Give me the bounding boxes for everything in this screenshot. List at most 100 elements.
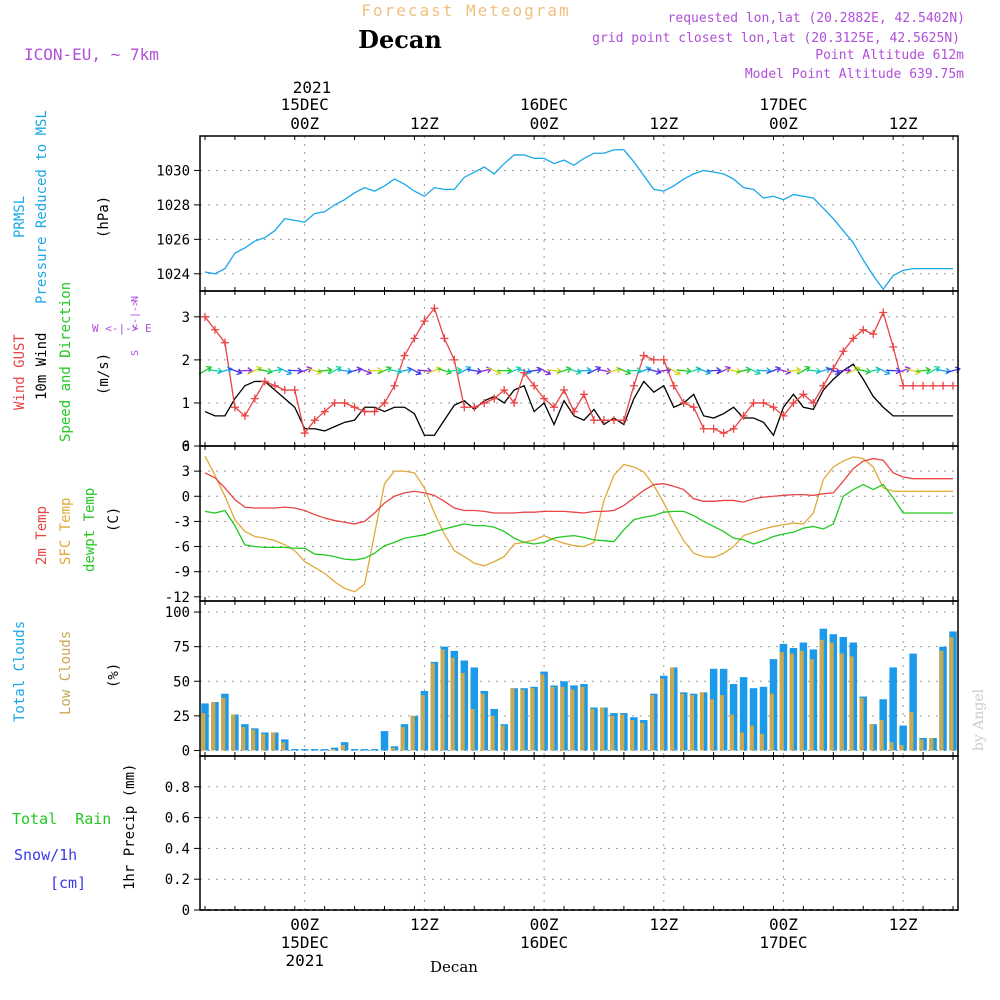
gust-marker xyxy=(220,338,229,347)
gust-marker xyxy=(250,394,259,403)
low-cloud-bar xyxy=(749,725,754,751)
snow-label: Snow/1h xyxy=(14,846,77,864)
low-cloud-bar xyxy=(550,686,555,751)
y-tick-label: 3 xyxy=(182,310,190,326)
gust-marker xyxy=(570,407,579,416)
low-cloud-bar xyxy=(530,688,535,751)
total-cloud-bar xyxy=(370,749,379,751)
gust-marker xyxy=(480,398,489,407)
low-cloud-bar xyxy=(281,742,286,751)
wind-arrow xyxy=(846,366,861,375)
low-cloud-bar xyxy=(410,715,415,751)
wind-arrow xyxy=(696,367,712,376)
low-cloud-bar xyxy=(739,732,744,751)
gust-marker xyxy=(649,355,658,364)
low-cloud-bar xyxy=(610,715,615,751)
gust-marker xyxy=(839,347,848,356)
gust-marker xyxy=(689,403,698,412)
low-cloud-bar xyxy=(689,695,695,751)
wind-arrow xyxy=(317,366,333,374)
wind-arrow-shape xyxy=(567,367,582,376)
footer-location: Decan xyxy=(430,958,478,976)
low-cloud-bar xyxy=(261,733,266,751)
temp-sfc-label: SFC Temp xyxy=(58,498,74,565)
panel-frame xyxy=(199,135,959,292)
wind-arrow-shape xyxy=(347,366,363,374)
wind-arrow-shape xyxy=(317,366,333,374)
wind-arrow-shape xyxy=(477,366,493,374)
wind-arrow-shape xyxy=(916,366,932,374)
gust-marker xyxy=(440,334,449,343)
low-cloud-bar xyxy=(540,674,545,751)
total-cloud-bar xyxy=(330,747,339,751)
cloud-unit-label: (%) xyxy=(106,663,122,688)
low-cloud-bar xyxy=(560,686,565,751)
y-tick-label: 1028 xyxy=(156,198,190,214)
y-tick-label: 50 xyxy=(173,674,190,690)
wind-dir-label: Speed and Direction xyxy=(58,282,74,442)
wind-arrow xyxy=(537,366,552,376)
y-tick-label: 3 xyxy=(182,464,190,480)
gust-marker xyxy=(709,424,718,433)
low-cloud-bar xyxy=(460,672,465,751)
y-tick-label: 100 xyxy=(165,605,190,621)
panel-1: 0 1 2 3 xyxy=(182,291,961,455)
low-cloud-bar xyxy=(650,695,655,751)
low-cloud-bar xyxy=(211,702,216,751)
gust-marker xyxy=(320,407,329,416)
low-cloud-bar xyxy=(719,695,724,751)
wind-arrow xyxy=(307,367,323,376)
low-cloud-bar xyxy=(400,726,405,751)
gust-marker xyxy=(450,355,459,364)
gust-marker xyxy=(330,398,339,407)
total-cloud-bar xyxy=(310,749,319,751)
panel-3: 0 25 50 75 100 xyxy=(165,601,958,759)
low-cloud-bar xyxy=(819,639,824,751)
requested-coords: requested lon,lat (20.2882E, 42.5402N) xyxy=(668,11,965,26)
wind-arrow-shape xyxy=(786,366,802,374)
temp-2m-label: 2m Temp xyxy=(34,506,50,565)
low-cloud-bar xyxy=(889,742,894,751)
gust-marker xyxy=(589,416,598,425)
gust-marker xyxy=(340,398,349,407)
gust-marker xyxy=(420,317,429,326)
gust-marker xyxy=(949,381,958,390)
wind-gust-line xyxy=(204,306,954,435)
wind-arrow-shape xyxy=(248,366,263,375)
y-tick-label: -3 xyxy=(173,514,190,530)
prmsl-label: PRMSL xyxy=(12,196,28,238)
gust-marker xyxy=(679,398,688,407)
gust-marker xyxy=(470,403,479,412)
low-cloud-bar xyxy=(201,713,206,751)
wind-arrow xyxy=(587,365,602,375)
low-cloud-bar xyxy=(829,642,834,751)
low-cloud-bar xyxy=(670,667,675,751)
gust-marker xyxy=(560,386,569,395)
panel-4: 0 0.2 0.4 0.6 0.8 xyxy=(165,756,958,919)
location-title: Decan xyxy=(358,25,442,54)
low-cloud-bar xyxy=(570,689,575,751)
low-cloud-bar xyxy=(231,714,236,751)
y-tick-label: 1026 xyxy=(156,232,190,248)
gust-marker xyxy=(200,312,209,321)
low-cloud-bar xyxy=(929,738,934,751)
gust-marker xyxy=(659,355,668,364)
wind-arrow-shape xyxy=(706,366,722,374)
low-cloud-bar xyxy=(490,715,495,751)
total-cloud-bar xyxy=(350,749,359,751)
wind-arrow-shape xyxy=(447,366,463,374)
sfc-temp-line xyxy=(204,455,954,593)
total-cloud-bar xyxy=(300,749,309,751)
total-cloud-bar xyxy=(291,749,299,751)
gust-marker xyxy=(490,394,499,403)
total-cloud-bar xyxy=(899,725,907,751)
gust-marker xyxy=(530,381,539,390)
gust-marker xyxy=(789,398,798,407)
gust-marker xyxy=(749,398,758,407)
bottom-hour-label: 00Z xyxy=(769,915,798,934)
wind-arrow xyxy=(576,366,593,374)
wind-arrow xyxy=(437,367,453,376)
pressure-line xyxy=(204,149,954,291)
